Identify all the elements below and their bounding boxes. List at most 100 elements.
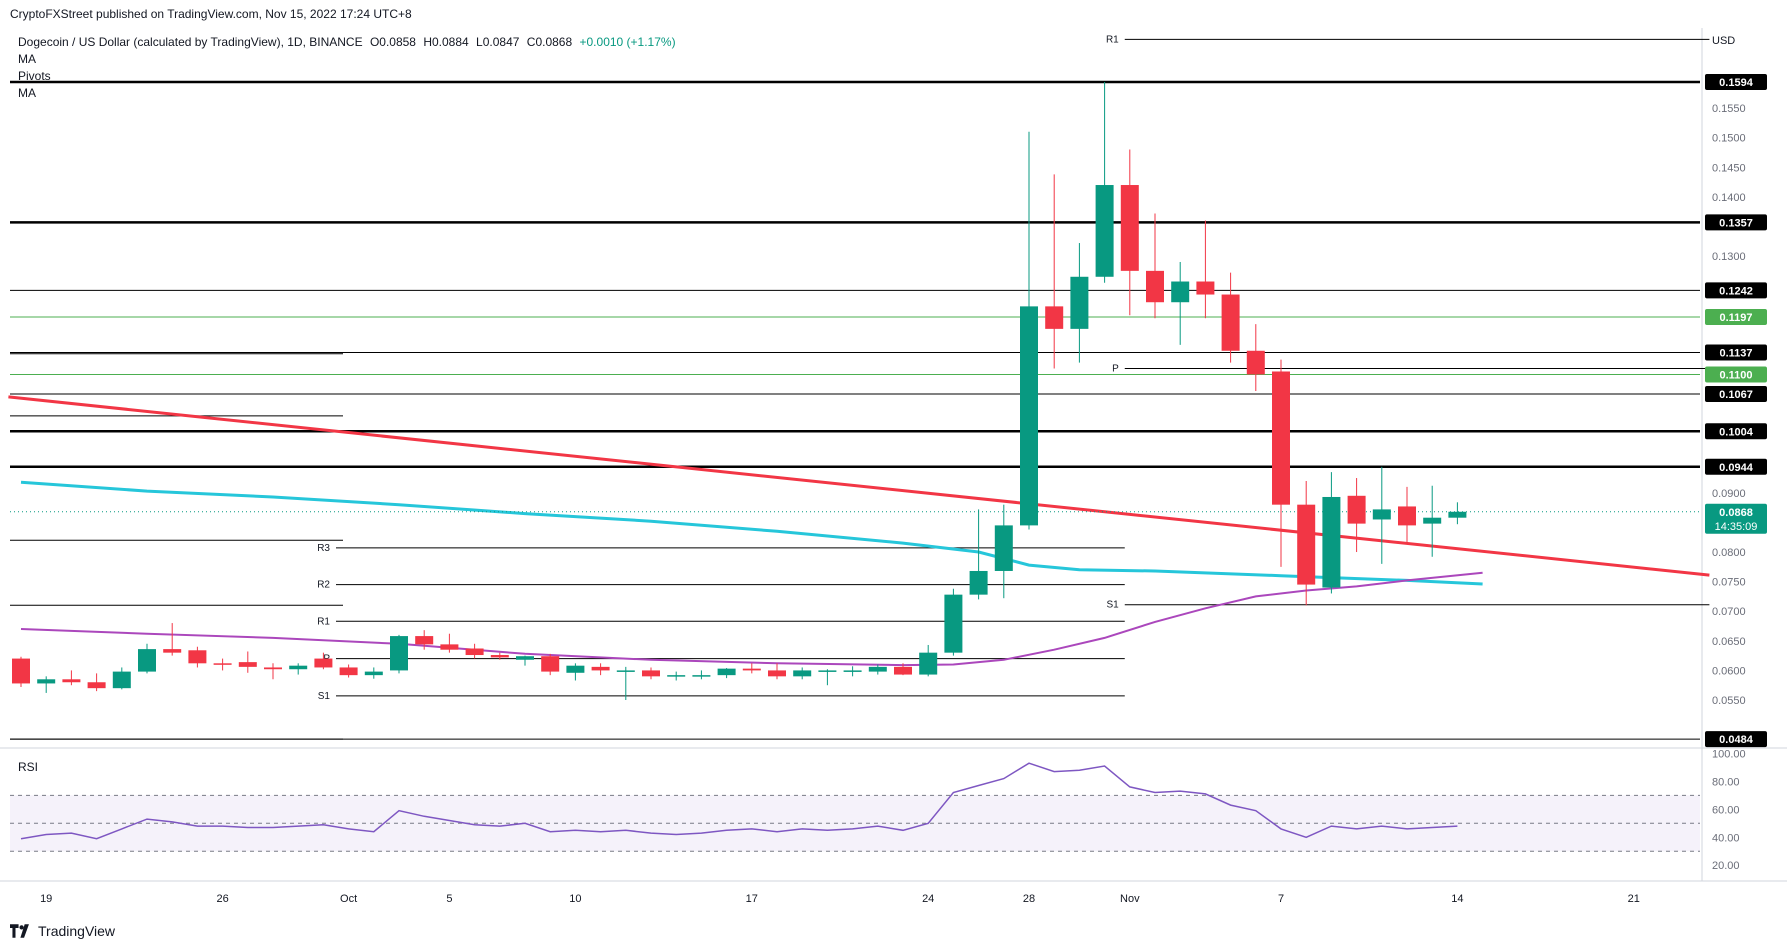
pivot-label: S1 bbox=[1107, 600, 1120, 611]
legend-indicator-ma-2[interactable]: MA bbox=[18, 86, 36, 100]
candle-body bbox=[1070, 276, 1089, 329]
candle-body bbox=[667, 675, 686, 677]
price-badge bbox=[1705, 344, 1767, 361]
candle-body bbox=[1448, 511, 1467, 518]
legend-high: H0.0884 bbox=[423, 35, 469, 49]
candle-body bbox=[1297, 504, 1316, 585]
price-badge-label: 0.1137 bbox=[1719, 348, 1752, 360]
moving-average-purple bbox=[20, 571, 1483, 667]
candle-body bbox=[1120, 185, 1139, 271]
price-badge-label: 0.1594 bbox=[1719, 77, 1754, 89]
price-badge-label: 0.1197 bbox=[1719, 312, 1752, 324]
rsi-tick-label: 80.00 bbox=[1712, 776, 1740, 788]
published-header: CryptoFXStreet published on TradingView.… bbox=[10, 7, 412, 21]
price-badge bbox=[1705, 385, 1767, 402]
candle-body bbox=[364, 671, 383, 676]
price-badge bbox=[1705, 214, 1767, 231]
rsi-label: RSI bbox=[18, 760, 39, 774]
time-tick-label: 10 bbox=[569, 893, 581, 905]
chart-legend: Dogecoin / US Dollar (calculated by Trad… bbox=[18, 34, 676, 102]
candle-body bbox=[793, 670, 812, 677]
tradingview-brand: TradingView bbox=[38, 923, 116, 939]
candle-body bbox=[289, 665, 308, 670]
price-badge-label: 0.0484 bbox=[1719, 734, 1754, 746]
legend-low: L0.0847 bbox=[476, 35, 520, 49]
pivot-label: R3 bbox=[317, 543, 330, 554]
price-badge bbox=[1705, 366, 1767, 383]
candle-body bbox=[541, 656, 560, 672]
rsi-line bbox=[20, 762, 1458, 840]
price-badge-countdown: 14:35:09 bbox=[1715, 521, 1758, 533]
candle-body bbox=[717, 668, 736, 676]
pivot-label: S1 bbox=[318, 691, 331, 702]
price-badge bbox=[1705, 503, 1767, 534]
price-badge-label: 0.1357 bbox=[1719, 217, 1753, 229]
candle-body bbox=[1171, 281, 1190, 303]
candle-body bbox=[768, 670, 786, 677]
time-tick-label: 5 bbox=[446, 893, 452, 905]
candle-body bbox=[1423, 517, 1442, 524]
candle-body bbox=[843, 670, 862, 672]
candle-body bbox=[112, 671, 131, 689]
pivot-label: R1 bbox=[317, 616, 330, 627]
candle-body bbox=[616, 670, 635, 672]
legend-indicator-pivots[interactable]: Pivots bbox=[18, 69, 51, 83]
candle-body bbox=[1246, 350, 1265, 375]
candle-body bbox=[339, 667, 358, 676]
time-tick-label: 28 bbox=[1023, 893, 1035, 905]
price-tick-label: 0.0650 bbox=[1712, 636, 1746, 648]
candle-body bbox=[12, 658, 30, 684]
time-tick-label: 14 bbox=[1451, 893, 1463, 905]
price-axis-currency: USD bbox=[1712, 35, 1735, 47]
legend-indicator-ma[interactable]: MA bbox=[18, 52, 36, 66]
price-badge bbox=[1705, 458, 1767, 475]
candle-body bbox=[642, 670, 660, 677]
price-badge-label: 0.1100 bbox=[1719, 369, 1752, 381]
pivot-label: P bbox=[1112, 364, 1119, 375]
candle-body bbox=[314, 658, 333, 668]
candle-body bbox=[163, 649, 182, 653]
rsi-tick-label: 40.00 bbox=[1712, 832, 1740, 844]
candle-body bbox=[516, 656, 534, 660]
price-badge-label: 0.1004 bbox=[1719, 426, 1754, 438]
time-tick-label: 19 bbox=[40, 893, 52, 905]
price-badge bbox=[1705, 309, 1767, 326]
candle-body bbox=[919, 652, 938, 675]
time-tick-label: 21 bbox=[1628, 893, 1640, 905]
price-badge-label: 0.1242 bbox=[1719, 285, 1753, 297]
rsi-tick-label: 60.00 bbox=[1712, 804, 1740, 816]
price-tick-label: 0.0550 bbox=[1712, 695, 1746, 707]
price-tick-label: 0.1300 bbox=[1712, 251, 1746, 263]
candle-body bbox=[868, 666, 887, 672]
candle-body bbox=[1045, 306, 1064, 329]
time-tick-label: Oct bbox=[340, 893, 357, 905]
candle-body bbox=[415, 636, 434, 645]
pivot-label: R2 bbox=[317, 580, 330, 591]
time-tick-label: 24 bbox=[922, 893, 934, 905]
tradingview-footer[interactable]: TradingView bbox=[10, 923, 115, 939]
candle-body bbox=[264, 667, 282, 670]
moving-average-cyan bbox=[20, 480, 1483, 586]
pivot-label: R1 bbox=[1106, 34, 1119, 45]
candle-body bbox=[894, 666, 912, 675]
price-badge bbox=[1705, 282, 1767, 299]
price-tick-label: 0.1500 bbox=[1712, 133, 1746, 145]
legend-symbol: Dogecoin / US Dollar (calculated by Trad… bbox=[18, 35, 363, 49]
legend-symbol-row[interactable]: Dogecoin / US Dollar (calculated by Trad… bbox=[18, 34, 676, 51]
price-badge bbox=[1705, 74, 1767, 91]
rsi-band-fill bbox=[10, 795, 1700, 852]
price-badge-label: 0.0944 bbox=[1719, 462, 1754, 474]
candle-body bbox=[969, 570, 988, 595]
legend-open: O0.0858 bbox=[369, 35, 416, 49]
legend-close: C0.0868 bbox=[526, 35, 573, 49]
candle-body bbox=[944, 594, 963, 653]
candle-body bbox=[1221, 294, 1240, 351]
candle-body bbox=[1095, 185, 1114, 277]
price-badge bbox=[1705, 731, 1767, 748]
candle-body bbox=[138, 649, 156, 672]
candle-body bbox=[490, 655, 509, 658]
candle-body bbox=[1347, 495, 1366, 524]
trendline-red bbox=[8, 395, 1710, 577]
price-badge bbox=[1705, 423, 1767, 440]
